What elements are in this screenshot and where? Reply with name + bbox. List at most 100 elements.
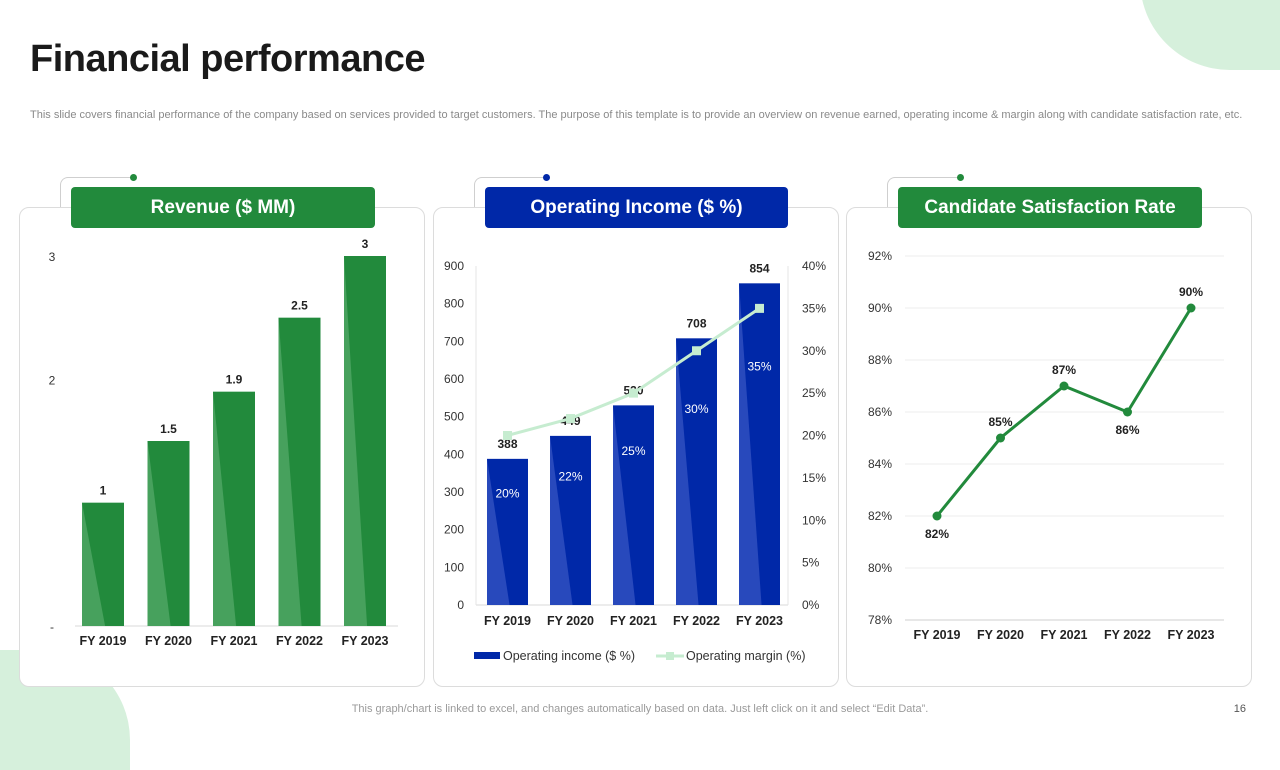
satisfaction-point [1123,407,1132,417]
satisfaction-point [1059,381,1069,391]
satisfaction-y-tick-label: 80% [868,561,892,575]
revenue-data-label: 1.9 [226,373,243,387]
operating-income-x-tick-label: FY 2019 [484,614,531,628]
operating-income-right-tick-label: 10% [802,513,826,527]
operating-margin-label: 22% [558,470,582,484]
operating-margin-point [629,388,638,398]
revenue-data-label: 2.5 [291,299,308,313]
revenue-bar-shade [82,502,106,626]
legend-operating-margin-marker [666,652,674,660]
legend-operating-income-swatch [474,652,500,659]
revenue-bar-shade [147,441,171,626]
operating-income-right-tick-label: 0% [802,598,820,612]
operating-income-left-tick-label: 500 [444,410,464,424]
revenue-data-label: 3 [362,237,369,251]
satisfaction-title: Candidate Satisfaction Rate [924,196,1176,218]
satisfaction-y-tick-label: 88% [868,353,892,367]
operating-margin-point [755,303,764,313]
operating-income-right-tick-label: 15% [802,471,826,485]
satisfaction-y-tick-label: 78% [868,613,892,627]
satisfaction-y-tick-label: 82% [868,509,892,523]
operating-income-title: Operating Income ($ %) [530,196,743,218]
satisfaction-data-label: 87% [1052,363,1076,377]
operating-income-connector-dot [543,174,550,181]
satisfaction-data-label: 82% [925,527,949,541]
revenue-x-tick-label: FY 2021 [210,634,257,648]
operating-income-header: Operating Income ($ %) [485,187,788,228]
operating-income-left-tick-label: 900 [444,259,464,273]
satisfaction-point [932,511,942,521]
revenue-y-tick-label: 3 [49,250,56,264]
legend-operating-margin-label: Operating margin (%) [686,649,806,663]
revenue-connector-dot [130,174,137,181]
operating-income-card: 0 100 200 300 400 500 600 700 800 900 0% 5% 10% 15% 20… [433,207,839,687]
revenue-data-label: 1 [100,484,107,498]
revenue-x-tick-label: FY 2023 [341,634,388,648]
operating-margin-label: 35% [747,359,771,373]
operating-income-bar-label: 708 [686,316,706,330]
operating-income-left-tick-label: 600 [444,372,464,386]
satisfaction-card: 78% 80% 82% 84% 86% 88% 90% 92% 82% FY 2019 85% FY … [846,207,1252,687]
satisfaction-connector-dot [957,174,964,181]
satisfaction-connector [887,177,963,210]
operating-income-left-tick-label: 300 [444,485,464,499]
satisfaction-point [996,433,1005,443]
revenue-y-tick-label: - [50,620,54,634]
operating-income-right-tick-label: 25% [802,386,826,400]
operating-income-left-tick-label: 800 [444,297,464,311]
revenue-bar-shade [344,256,368,626]
revenue-bar-shade [213,391,237,626]
satisfaction-x-tick-label: FY 2022 [1104,628,1151,642]
operating-income-x-tick-label: FY 2020 [547,614,594,628]
operating-income-left-tick-label: 700 [444,334,464,348]
decorative-blob-top-right [1140,0,1280,70]
revenue-x-tick-label: FY 2019 [79,634,126,648]
operating-margin-point [692,346,701,356]
footer-note: This graph/chart is linked to excel, and… [351,703,929,715]
revenue-x-tick-label: FY 2022 [276,634,323,648]
operating-income-connector [474,177,550,210]
operating-margin-label: 25% [621,444,645,458]
satisfaction-x-tick-label: FY 2020 [977,628,1024,642]
operating-income-left-tick-label: 400 [444,447,464,461]
satisfaction-y-tick-label: 84% [868,457,892,471]
satisfaction-header: Candidate Satisfaction Rate [898,187,1202,228]
legend-operating-income-label: Operating income ($ %) [503,649,635,663]
satisfaction-chart[interactable]: 78% 80% 82% 84% 86% 88% 90% 92% 82% FY 2019 85% FY … [847,208,1251,686]
revenue-bar-shade [278,317,302,626]
operating-income-left-tick-label: 100 [444,560,464,574]
operating-margin-point [503,431,512,440]
satisfaction-data-label: 90% [1179,285,1203,299]
operating-income-x-tick-label: FY 2022 [673,614,720,628]
operating-income-left-tick-label: 0 [457,598,464,612]
operating-margin-point [566,414,575,424]
operating-income-bar-label: 854 [749,261,769,275]
operating-margin-label: 20% [495,487,519,501]
operating-income-right-tick-label: 30% [802,344,826,358]
satisfaction-data-label: 85% [988,415,1012,429]
operating-margin-label: 30% [684,402,708,416]
revenue-chart[interactable]: 3 2 - 1 FY 2019 1.5 FY 2020 1.9 FY 2021 2.5 FY 202… [20,208,424,686]
operating-income-bar-label: 388 [497,437,517,451]
revenue-header: Revenue ($ MM) [71,187,375,228]
operating-income-right-tick-label: 5% [802,556,820,570]
operating-income-x-tick-label: FY 2021 [610,614,657,628]
satisfaction-x-tick-label: FY 2021 [1040,628,1087,642]
revenue-card: 3 2 - 1 FY 2019 1.5 FY 2020 1.9 FY 2021 2.5 FY 202… [19,207,425,687]
satisfaction-x-tick-label: FY 2023 [1167,628,1214,642]
operating-income-chart[interactable]: 0 100 200 300 400 500 600 700 800 900 0% 5% 10% 15% 20… [434,208,838,686]
satisfaction-y-tick-label: 92% [868,249,892,263]
operating-income-x-tick-label: FY 2023 [736,614,783,628]
operating-income-right-tick-label: 40% [802,259,826,273]
operating-income-left-tick-label: 200 [444,523,464,537]
satisfaction-point [1186,303,1196,313]
revenue-title: Revenue ($ MM) [150,196,296,218]
satisfaction-data-label: 86% [1115,423,1139,437]
revenue-x-tick-label: FY 2020 [145,634,192,648]
satisfaction-x-tick-label: FY 2019 [913,628,960,642]
satisfaction-y-tick-label: 86% [868,405,892,419]
revenue-data-label: 1.5 [160,422,177,436]
operating-income-right-tick-label: 20% [802,429,826,443]
operating-income-right-tick-label: 35% [802,301,826,315]
revenue-y-tick-label: 2 [49,373,56,387]
